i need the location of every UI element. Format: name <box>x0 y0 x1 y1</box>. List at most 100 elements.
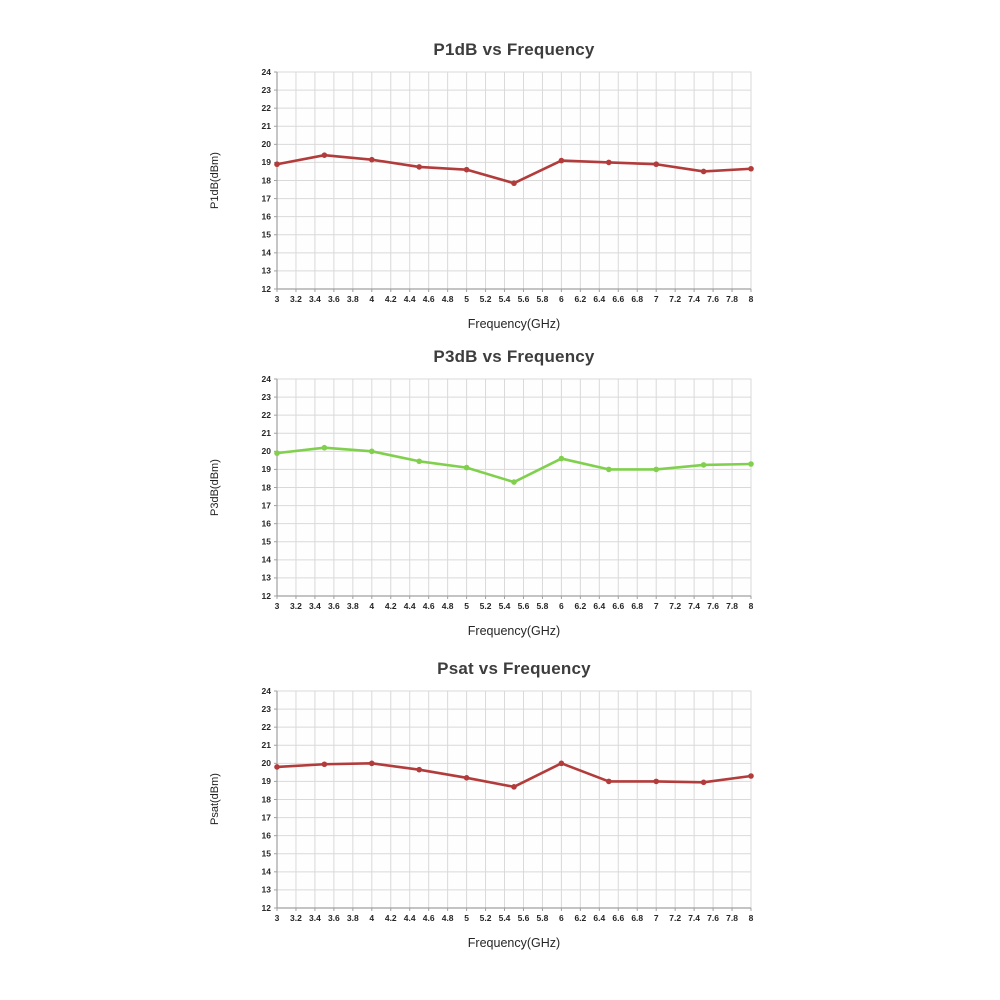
y-tick-label: 23 <box>262 85 272 95</box>
x-tick-label: 5.2 <box>480 913 492 923</box>
p1db-plot-area: 12 13 14 15 16 17 18 19 20 21 22 23 24 3 3.2 3.4 3.6 3.8 4… <box>245 66 790 314</box>
data-point-marker <box>463 775 470 781</box>
y-tick-label: 19 <box>262 776 272 786</box>
data-point-marker <box>369 156 375 163</box>
x-tick-label: 7.2 <box>669 294 681 304</box>
x-tick-label: 5 <box>464 913 469 923</box>
x-tick-label: 6 <box>559 913 564 923</box>
x-tick-label: 6.4 <box>593 294 605 304</box>
data-point-marker <box>558 157 565 164</box>
psat-plot-area: 12 13 14 15 16 17 18 19 20 21 22 23 24 3 3.2 3.4 3.6 3.8 4… <box>245 685 790 933</box>
y-tick-label: 18 <box>262 794 272 804</box>
p3db-chart: P3dB vs Frequency P3dB(dBm) 12 13 14 15 16 17… <box>0 337 1000 649</box>
x-tick-label: 4 <box>369 913 374 923</box>
x-tick-label: 5.2 <box>480 601 492 611</box>
y-tick-label: 24 <box>262 67 272 77</box>
x-tick-label: 4.6 <box>423 913 435 923</box>
x-tick-label: 3 <box>275 601 280 611</box>
x-tick-label: 4.2 <box>385 601 397 611</box>
x-tick-label: 3 <box>275 913 280 923</box>
x-tick-label: 7 <box>654 294 659 304</box>
x-tick-label: 7 <box>654 601 659 611</box>
y-tick-label: 12 <box>262 284 272 294</box>
y-tick-label: 12 <box>262 591 272 601</box>
x-tick-label: 4.8 <box>442 601 454 611</box>
line-chart-svg: 12 13 14 15 16 17 18 19 20 21 22 23 24 3 3.2 3.4 3.6 3.8 4… <box>262 686 754 923</box>
data-point-marker <box>653 161 659 168</box>
x-tick-label: 5.8 <box>537 601 549 611</box>
chart-title: P1dB vs Frequency <box>433 40 595 59</box>
data-point-marker <box>748 461 754 467</box>
x-tick-label: 7.2 <box>669 601 681 611</box>
y-tick-label: 22 <box>262 410 272 420</box>
y-tick-label: 14 <box>262 248 272 258</box>
data-point-marker <box>321 444 328 451</box>
data-point-marker <box>369 448 375 455</box>
y-tick-label: 16 <box>262 830 272 840</box>
x-tick-label: 6.6 <box>612 913 624 923</box>
x-axis-label: Frequency(GHz) <box>467 624 561 638</box>
x-tick-label: 6.2 <box>574 294 586 304</box>
x-tick-label: 3.4 <box>309 913 321 923</box>
data-point-marker <box>274 161 280 168</box>
y-axis-label: P1dB(dBm) <box>209 152 221 209</box>
x-tick-label: 6.6 <box>612 601 624 611</box>
psat-chart: Psat vs Frequency Psat(dBm) 12 13 14 15 16 17… <box>0 649 1000 961</box>
x-tick-label: 7 <box>654 913 659 923</box>
x-tick-label: 6.4 <box>593 913 605 923</box>
x-tick-label: 7.6 <box>707 913 719 923</box>
y-tick-label: 15 <box>262 849 272 859</box>
data-point-marker <box>416 458 422 465</box>
x-tick-label: 5.6 <box>518 601 530 611</box>
x-tick-label: 7.4 <box>688 294 700 304</box>
x-tick-label: 3.4 <box>309 294 321 304</box>
data-point-marker <box>558 455 565 462</box>
x-tick-label: 3.8 <box>347 913 359 923</box>
x-tick-label: 5.6 <box>518 913 530 923</box>
y-tick-label: 23 <box>262 392 272 402</box>
p1db-chart: P1dB vs Frequency P1dB(dBm) 12 13 14 15 16 17… <box>0 30 1000 342</box>
x-tick-label: 6.2 <box>574 913 586 923</box>
x-tick-label: 6.4 <box>593 601 605 611</box>
x-tick-label: 4.6 <box>423 294 435 304</box>
y-tick-label: 19 <box>262 157 272 167</box>
x-tick-label: 7.8 <box>726 601 738 611</box>
x-tick-label: 4.2 <box>385 913 397 923</box>
chart-title: P3dB vs Frequency <box>433 347 595 366</box>
y-tick-label: 24 <box>262 374 272 384</box>
data-point-marker <box>416 766 422 773</box>
x-tick-label: 4.6 <box>423 601 435 611</box>
data-point-marker <box>606 159 612 166</box>
x-tick-label: 6 <box>559 601 564 611</box>
y-tick-label: 15 <box>262 537 272 547</box>
x-tick-label: 7.4 <box>688 913 700 923</box>
x-tick-label: 4.4 <box>404 294 416 304</box>
x-tick-label: 7.4 <box>688 601 700 611</box>
y-tick-label: 17 <box>262 500 272 510</box>
data-point-marker <box>700 462 707 468</box>
x-tick-label: 5 <box>464 294 469 304</box>
y-tick-label: 16 <box>262 518 272 528</box>
x-tick-label: 4.8 <box>442 913 454 923</box>
y-tick-label: 14 <box>262 867 272 877</box>
x-tick-label: 6.8 <box>631 913 643 923</box>
y-tick-label: 20 <box>262 758 272 768</box>
x-tick-label: 3 <box>275 294 280 304</box>
x-tick-label: 5 <box>464 601 469 611</box>
y-tick-label: 22 <box>262 722 272 732</box>
data-point-marker <box>274 450 280 456</box>
y-axis-label: Psat(dBm) <box>209 773 221 826</box>
p3db-plot-area: 12 13 14 15 16 17 18 19 20 21 22 23 24 3 3.2 3.4 3.6 3.8 4… <box>245 373 790 621</box>
y-tick-label: 13 <box>262 573 272 583</box>
y-tick-label: 20 <box>262 139 272 149</box>
y-tick-label: 21 <box>262 428 272 438</box>
x-tick-label: 7.6 <box>707 601 719 611</box>
x-tick-label: 3.2 <box>290 294 302 304</box>
data-point-marker <box>463 166 470 173</box>
y-tick-label: 16 <box>262 211 272 221</box>
data-point-marker <box>748 165 754 172</box>
y-tick-label: 12 <box>262 903 272 913</box>
x-tick-label: 4.4 <box>404 913 416 923</box>
data-point-marker <box>700 168 707 175</box>
